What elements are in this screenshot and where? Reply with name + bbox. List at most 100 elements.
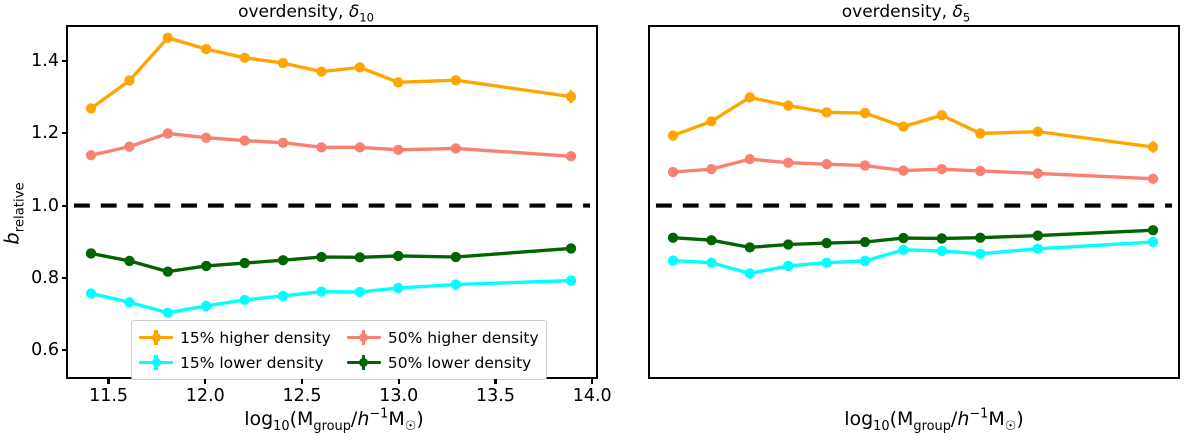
panel-title-right-subscript: 5 bbox=[962, 10, 971, 25]
data-point bbox=[936, 245, 948, 257]
data-point bbox=[744, 268, 756, 279]
legend-label-15-higher-left: 15% higher density bbox=[180, 328, 331, 347]
data-point bbox=[124, 255, 135, 267]
legend-label-50-higher-left: 50% higher density bbox=[387, 328, 539, 347]
panel-overdensity-delta10: overdensity, δ10 brelative log10(Mgroup/… bbox=[0, 2, 612, 433]
data-point bbox=[744, 92, 756, 103]
data-point bbox=[706, 164, 717, 175]
x-label-open-right: (M bbox=[889, 408, 914, 430]
series-15-higher-density bbox=[667, 92, 1159, 153]
data-point bbox=[744, 242, 756, 253]
x-label-close-left: ) bbox=[416, 408, 424, 430]
x-label-msun-sub-right: ☉ bbox=[1004, 418, 1017, 434]
data-point bbox=[975, 128, 986, 139]
y-tick-label: 1.2 bbox=[31, 123, 59, 144]
data-point bbox=[667, 166, 679, 178]
data-point bbox=[667, 232, 679, 243]
data-point bbox=[162, 128, 174, 139]
y-tick-mark bbox=[61, 60, 66, 63]
y-tick-label: 0.6 bbox=[31, 340, 59, 361]
data-point bbox=[124, 297, 135, 308]
data-point bbox=[898, 121, 909, 132]
data-point bbox=[239, 257, 250, 269]
data-point bbox=[393, 77, 404, 88]
data-point bbox=[450, 279, 462, 290]
x-tick-label: 12.0 bbox=[185, 386, 225, 406]
data-point bbox=[239, 52, 250, 63]
data-point bbox=[821, 159, 832, 170]
data-point bbox=[393, 250, 404, 262]
x-tick-mark bbox=[494, 379, 497, 384]
data-point bbox=[936, 164, 948, 175]
legend-marker-darkgreen-icon bbox=[346, 354, 381, 372]
x-tick-label: 11.5 bbox=[89, 386, 129, 406]
data-point bbox=[354, 62, 366, 73]
x-label-h-sup-left: −1 bbox=[369, 406, 389, 422]
x-label-log-sub-right: 10 bbox=[873, 418, 890, 434]
data-point bbox=[1032, 168, 1044, 179]
data-point bbox=[162, 32, 174, 43]
x-label-log-right: log bbox=[844, 408, 874, 430]
x-label-log-sub-left: 10 bbox=[273, 418, 290, 434]
data-point bbox=[975, 248, 986, 259]
data-point bbox=[859, 160, 871, 171]
x-tick-label: 13.5 bbox=[475, 386, 515, 406]
legend-entry-50-higher-left[interactable]: 50% higher density bbox=[346, 326, 539, 349]
data-point bbox=[277, 290, 289, 302]
data-point bbox=[1147, 173, 1159, 184]
panel-title-left-subscript: 10 bbox=[359, 10, 374, 25]
data-point bbox=[859, 236, 871, 248]
y-tick-mark bbox=[61, 349, 66, 352]
data-point bbox=[1032, 126, 1044, 137]
x-label-msun-right: M bbox=[988, 408, 1005, 430]
x-label-msun-sub-left: ☉ bbox=[404, 418, 417, 434]
x-label-slash-right: / bbox=[950, 408, 958, 430]
plot-lines-right bbox=[655, 92, 1173, 279]
data-point bbox=[1147, 225, 1159, 236]
data-point bbox=[85, 248, 97, 259]
data-point bbox=[239, 135, 250, 146]
data-point bbox=[277, 57, 289, 69]
data-point bbox=[277, 255, 289, 266]
panel-overdensity-delta5: overdensity, δ5 log10(Mgroup/h−1M☉) 15% … bbox=[600, 0, 1200, 444]
data-point bbox=[565, 275, 577, 286]
legend-label-50-lower-left: 50% lower density bbox=[387, 353, 532, 372]
x-axis-label-left: log10(Mgroup/h−1M☉) bbox=[34, 406, 634, 433]
data-point bbox=[1147, 236, 1159, 248]
panel-title-left: overdensity, δ10 bbox=[6, 2, 606, 25]
data-point bbox=[821, 107, 832, 118]
y-axis-label-left-main: b bbox=[0, 232, 24, 245]
data-point bbox=[859, 107, 871, 119]
x-tick-mark bbox=[397, 379, 400, 384]
data-point bbox=[277, 137, 289, 148]
data-point bbox=[201, 260, 212, 272]
plot-lines-left bbox=[73, 32, 591, 318]
legend-entry-50-lower-left[interactable]: 50% lower density bbox=[346, 351, 539, 374]
x-tick-label: 14.0 bbox=[572, 386, 612, 406]
data-point bbox=[565, 91, 577, 102]
data-point bbox=[783, 239, 794, 250]
data-point bbox=[201, 132, 212, 143]
legend-entry-15-lower-left[interactable]: 15% lower density bbox=[139, 351, 331, 374]
data-point bbox=[85, 150, 97, 161]
series-50-higher-density bbox=[85, 128, 577, 162]
data-point bbox=[1032, 243, 1044, 254]
panel-title-left-symbol: δ bbox=[348, 2, 360, 22]
series-15-higher-density bbox=[85, 32, 577, 114]
legend-entry-15-higher-left[interactable]: 15% higher density bbox=[139, 326, 331, 349]
data-point bbox=[821, 237, 832, 249]
x-label-close-right: ) bbox=[1016, 408, 1024, 430]
data-point bbox=[667, 130, 679, 141]
data-point bbox=[936, 110, 948, 121]
x-label-h-left: h bbox=[357, 408, 370, 430]
panel-title-right: overdensity, δ5 bbox=[606, 2, 1200, 25]
panel-title-right-symbol: δ bbox=[952, 2, 963, 22]
data-point bbox=[706, 235, 717, 246]
x-label-h-right: h bbox=[957, 408, 970, 430]
x-axis-label-right: log10(Mgroup/h−1M☉) bbox=[634, 408, 1200, 433]
data-point bbox=[1147, 141, 1159, 153]
data-point bbox=[124, 75, 135, 86]
x-tick-mark bbox=[204, 379, 207, 384]
data-point bbox=[936, 233, 948, 244]
data-point bbox=[975, 232, 986, 243]
